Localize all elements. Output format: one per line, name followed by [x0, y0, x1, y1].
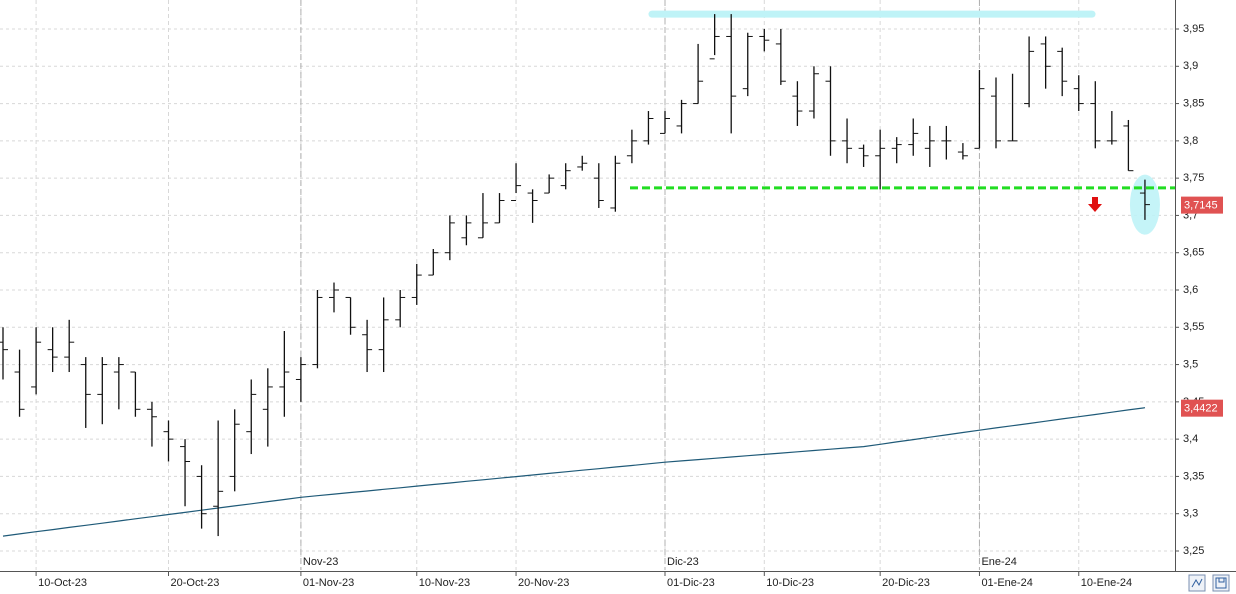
y-tick-label: 3,85: [1183, 97, 1204, 109]
y-tick-label: 3,55: [1183, 321, 1204, 333]
month-label: Ene-24: [981, 556, 1016, 568]
y-tick-label: 3,8: [1183, 135, 1198, 147]
x-tick-label: 01-Nov-23: [303, 577, 354, 589]
x-tick-label: 20-Nov-23: [518, 577, 569, 589]
y-tick-label: 3,95: [1183, 23, 1204, 35]
price-tag: [1181, 399, 1223, 417]
x-tick-label: 01-Dic-23: [667, 577, 715, 589]
x-tick-label: 01-Ene-24: [981, 577, 1032, 589]
month-label: Nov-23: [303, 556, 338, 568]
x-tick-label: 20-Dic-23: [882, 577, 930, 589]
x-tick-label: 10-Oct-23: [38, 577, 87, 589]
y-tick-label: 3,9: [1183, 60, 1198, 72]
zoom-icon: [1191, 578, 1203, 588]
y-tick-label: 3,5: [1183, 358, 1198, 370]
price-tag-label: 3,7145: [1184, 200, 1218, 212]
y-tick-label: 3,25: [1183, 545, 1204, 557]
y-tick-label: 3,35: [1183, 470, 1204, 482]
x-tick-label: 10-Nov-23: [419, 577, 470, 589]
moving-average: [2, 407, 1146, 537]
down-arrow: [1088, 197, 1102, 212]
x-tick-label: 20-Oct-23: [171, 577, 220, 589]
month-label: Dic-23: [667, 556, 699, 568]
y-tick-label: 3,75: [1183, 172, 1204, 184]
y-tick-label: 3,65: [1183, 247, 1204, 259]
x-tick-label: 10-Dic-23: [766, 577, 814, 589]
save-icon: [1215, 577, 1227, 589]
price-tag: [1181, 196, 1223, 214]
y-tick-label: 3,3: [1183, 508, 1198, 520]
price-tag-label: 3,4422: [1184, 403, 1218, 415]
x-tick-label: 10-Ene-24: [1081, 577, 1132, 589]
save-button[interactable]: [1212, 574, 1230, 592]
y-tick-label: 3,4: [1183, 433, 1198, 445]
y-tick-label: 3,6: [1183, 284, 1198, 296]
zoom-button[interactable]: [1188, 574, 1206, 592]
